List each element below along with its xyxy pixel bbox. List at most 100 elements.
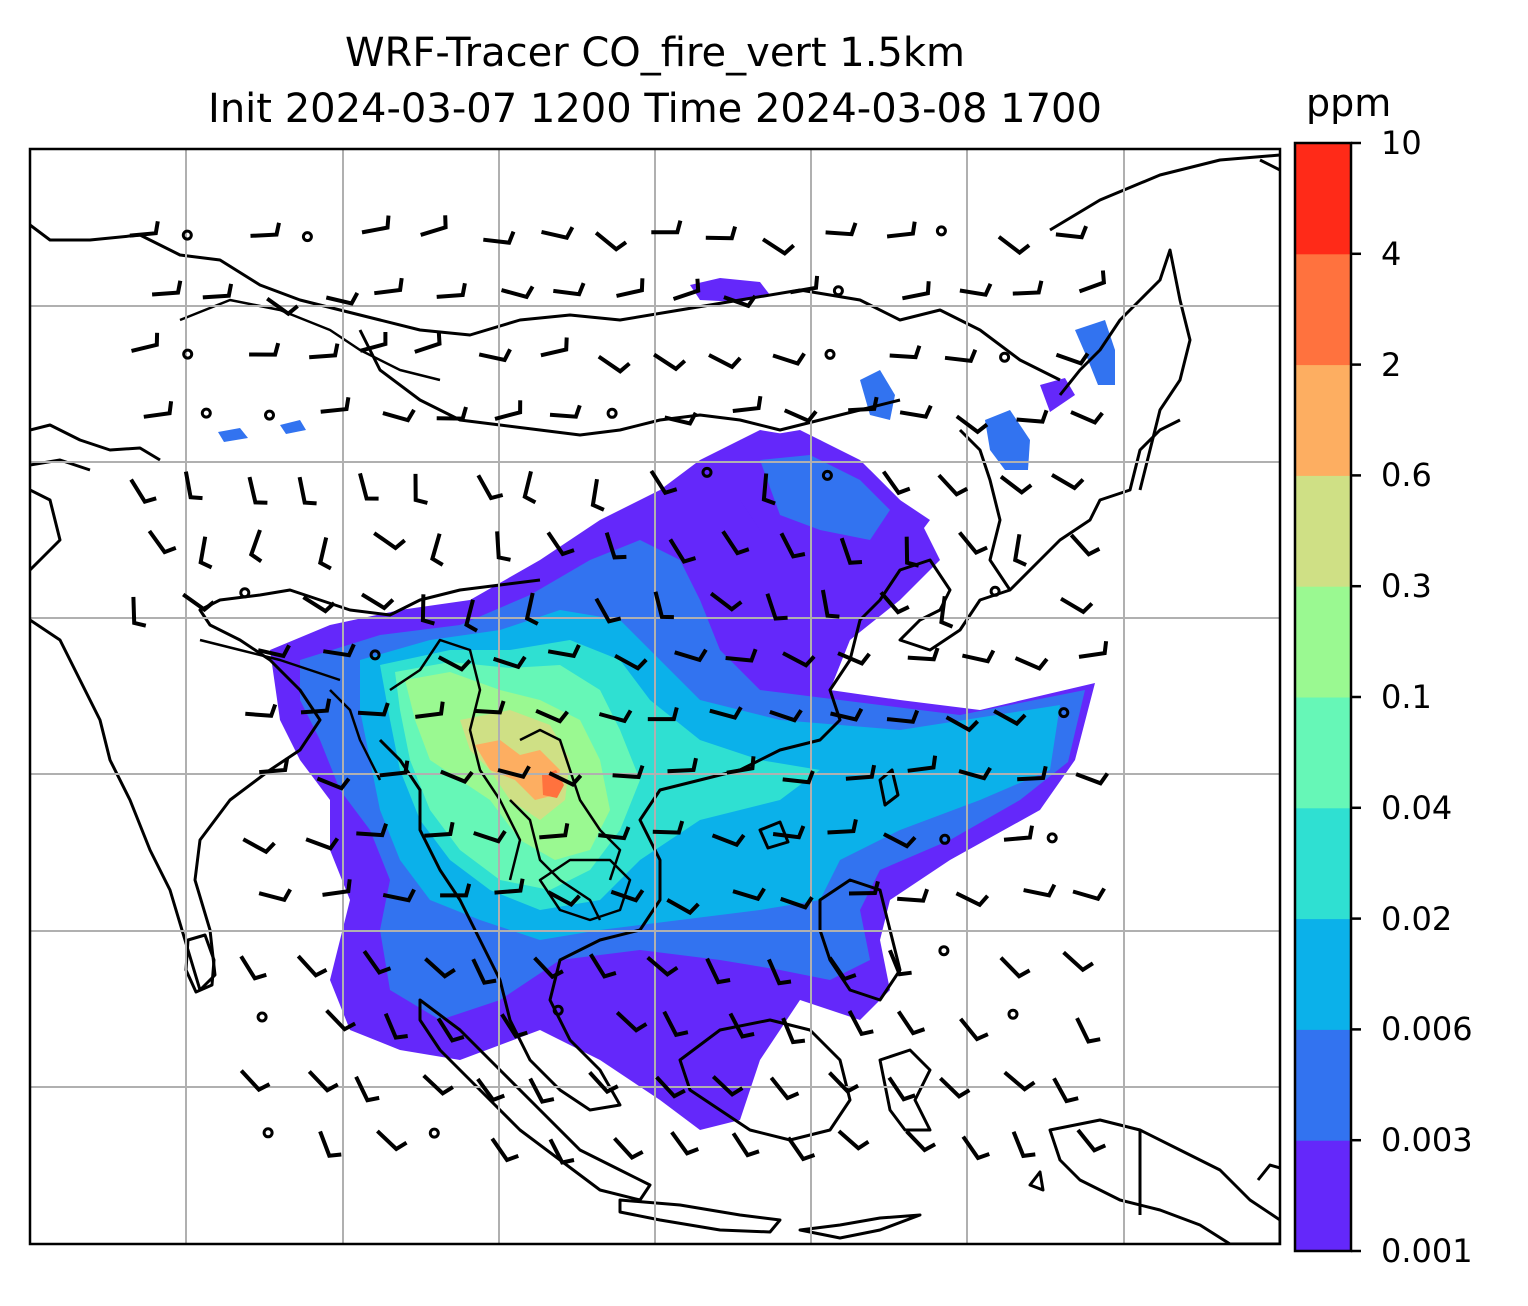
border-thailand <box>509 799 602 921</box>
wind-barb <box>248 529 263 563</box>
wind-barb <box>356 823 388 838</box>
wind-barb <box>548 1138 575 1165</box>
wind-barb <box>296 954 328 978</box>
wind-barb <box>360 592 395 611</box>
wind-barb <box>131 596 147 628</box>
wind-barb <box>362 950 392 975</box>
calm-wind-marker <box>369 649 381 661</box>
colorbar-ticks <box>1351 141 1361 1253</box>
wind-barb <box>664 411 698 426</box>
wind-barb <box>528 1077 555 1104</box>
calm-wind-marker <box>262 1127 274 1139</box>
wind-barb <box>1014 656 1049 671</box>
wind-barb <box>959 282 993 297</box>
wind-barb <box>354 1075 380 1103</box>
gridlines <box>30 149 1280 1244</box>
wind-barb <box>250 222 281 238</box>
wind-barb <box>129 220 160 238</box>
wind-barb <box>653 591 674 620</box>
wind-barb <box>549 404 582 419</box>
colorbar-tick-label: 0.6 <box>1381 456 1432 495</box>
wind-barb <box>902 281 931 301</box>
wind-barb <box>1012 533 1027 567</box>
coastline-korea <box>958 428 1012 591</box>
wind-barb <box>424 957 456 979</box>
wind-barb <box>430 533 444 567</box>
wind-barb <box>539 823 570 840</box>
coastline-indochina <box>378 418 1181 1112</box>
wind-barb <box>997 235 1031 256</box>
wind-barb <box>652 820 685 835</box>
coastline-hainan <box>758 820 790 850</box>
colorbar-tick-label: 10 <box>1381 124 1422 162</box>
wind-barb <box>500 285 535 300</box>
wind-barb <box>761 237 796 256</box>
wind-barb <box>830 707 864 722</box>
calm-wind-marker <box>939 833 951 845</box>
wind-barb <box>483 230 516 245</box>
calm-wind-marker <box>200 407 212 419</box>
wind-barb <box>705 957 731 985</box>
calm-wind-marker <box>935 225 947 237</box>
wind-barb <box>828 1071 860 1094</box>
wind-barb <box>420 594 435 626</box>
wind-barb <box>705 226 738 241</box>
wind-barb <box>616 278 645 298</box>
colorbar-tick-label: 4 <box>1381 234 1402 273</box>
wind-barb <box>848 880 880 896</box>
wind-barb <box>888 949 912 977</box>
wind-barb <box>325 1009 357 1032</box>
wind-barb <box>958 531 988 556</box>
wind-barb <box>613 1136 644 1160</box>
colorbar-unit-label: ppm <box>1306 81 1392 125</box>
wind-barb <box>615 1011 648 1033</box>
wind-barb <box>999 956 1031 979</box>
colorbar-tick-label: 0.3 <box>1381 567 1432 606</box>
wind-barb <box>1076 1128 1107 1153</box>
wind-barb <box>533 956 564 980</box>
wind-barb <box>672 278 701 301</box>
wind-barb <box>1069 533 1101 557</box>
calm-wind-marker <box>181 229 193 241</box>
calm-wind-marker <box>1058 707 1070 719</box>
wind-barb <box>524 592 539 626</box>
wind-barb <box>464 599 478 633</box>
wind-barb <box>182 592 215 613</box>
wind-barb <box>781 1017 806 1045</box>
wind-barb <box>769 1076 800 1101</box>
wind-barb <box>961 649 996 664</box>
map-title-line-2: Init 2024-03-07 1200 Time 2024-03-08 170… <box>208 86 1102 132</box>
wind-barbs <box>129 215 1110 1165</box>
wind-barb <box>612 764 645 780</box>
wind-barb <box>955 891 990 908</box>
colorbar-segment <box>1295 1029 1351 1141</box>
wind-barb <box>709 706 743 720</box>
wind-barb <box>886 221 917 239</box>
coastline-mongolia-south <box>358 329 901 437</box>
colorbar-tick-label: 0.001 <box>1381 1232 1473 1270</box>
calm-wind-marker <box>821 469 833 481</box>
wind-barb <box>478 348 512 363</box>
wind-barb <box>129 478 157 505</box>
wind-barb <box>131 332 160 353</box>
wind-barb <box>257 644 291 659</box>
wind-barb <box>1050 473 1085 491</box>
wind-barb <box>476 474 504 501</box>
wind-barb <box>825 222 858 237</box>
wind-barb <box>939 596 954 629</box>
coastline-new-guinea <box>1048 1118 1280 1244</box>
coastline-sakhalin <box>1049 153 1280 232</box>
coastline-japan <box>1058 248 1192 491</box>
wind-barb <box>1062 950 1094 973</box>
wind-barb <box>473 700 506 715</box>
wind-barb <box>322 879 352 897</box>
coastline-borneo <box>678 1018 852 1142</box>
wind-barb <box>782 651 816 668</box>
wind-barb <box>958 766 992 781</box>
wind-barb <box>614 654 648 671</box>
wind-barb <box>939 1076 971 1099</box>
wind-barb <box>839 537 863 565</box>
plume-patch-west <box>218 428 248 442</box>
wind-barb <box>961 1135 990 1161</box>
wind-barb <box>297 476 317 506</box>
